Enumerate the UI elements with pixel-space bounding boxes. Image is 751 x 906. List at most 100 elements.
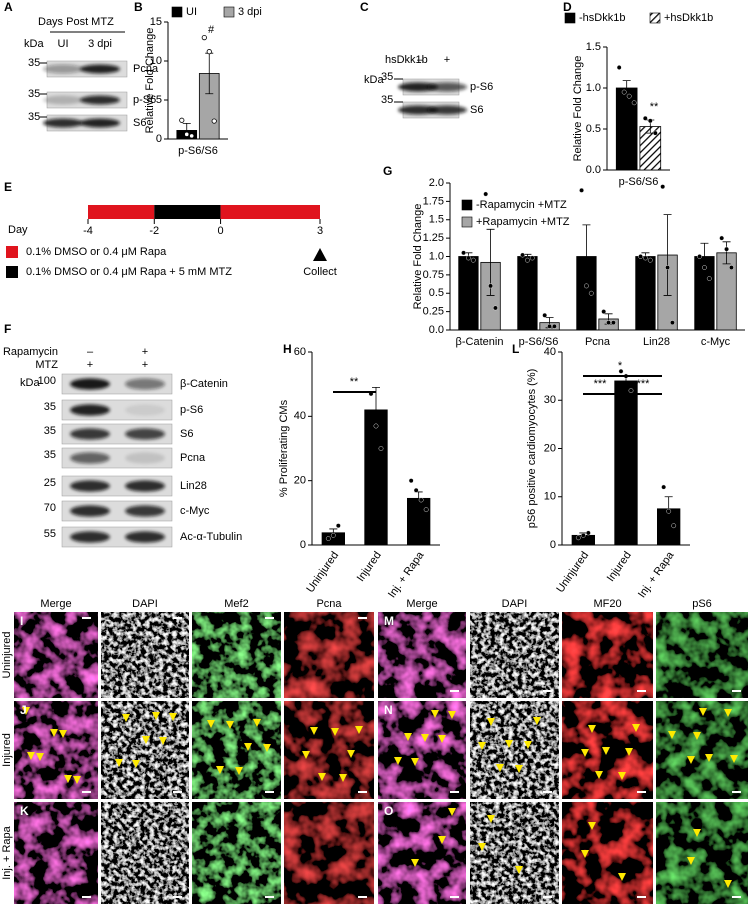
arrowhead — [618, 873, 626, 881]
scale-bar — [173, 791, 182, 793]
arrowhead — [411, 859, 419, 867]
data-point — [647, 257, 653, 263]
scale-bar — [637, 690, 646, 692]
panel-label: L — [512, 342, 519, 356]
arrowhead — [478, 843, 486, 851]
x-tick-label: p-S6/S6 — [178, 145, 218, 157]
data-point — [631, 100, 637, 106]
data-point — [626, 93, 632, 99]
legend-text: -hsDkk1b — [579, 12, 625, 24]
data-point — [579, 187, 584, 193]
panel-label: A — [4, 0, 13, 14]
scale-bar — [543, 690, 552, 692]
arrowhead — [625, 748, 633, 756]
day-tick-label: -4 — [83, 225, 93, 237]
error-bar — [664, 496, 673, 522]
panel-label: C — [360, 0, 369, 14]
protein-label: p-S6 — [133, 94, 156, 106]
column-header: Merge — [40, 598, 71, 610]
x-tick-label: β-Catenin — [456, 336, 504, 348]
arrowhead — [159, 737, 167, 745]
micrograph-signal — [562, 802, 653, 904]
y-tick-label: 1.25 — [423, 232, 444, 244]
arrowhead — [421, 734, 429, 742]
marker-label: 35 — [381, 71, 393, 83]
arrowhead — [581, 749, 589, 757]
scale-bar — [732, 791, 741, 793]
y-tick-label: 1.5 — [429, 214, 444, 226]
y-tick-label: 0.5 — [586, 123, 601, 135]
y-tick-label: 10 — [150, 55, 162, 67]
arrowhead — [724, 709, 732, 717]
micrograph-signal — [14, 612, 98, 698]
data-point — [666, 508, 672, 514]
error-bar — [722, 241, 731, 265]
blot-band — [125, 531, 165, 543]
data-point — [542, 312, 548, 318]
blot-band — [398, 105, 438, 115]
panel-label: J — [20, 703, 27, 717]
arrowhead — [595, 771, 603, 779]
data-point — [488, 283, 493, 289]
arrowhead — [347, 750, 355, 758]
arrowhead — [687, 756, 695, 764]
y-tick-label: 40 — [544, 346, 556, 358]
data-point — [621, 89, 627, 95]
scale-bar — [543, 791, 552, 793]
x-tick-label: p-S6/S6 — [519, 336, 559, 348]
arrowhead — [302, 751, 310, 759]
protein-label: S6 — [133, 117, 146, 129]
arrowhead — [693, 732, 701, 740]
micrograph-signal — [656, 612, 748, 698]
data-point — [706, 276, 712, 281]
blot-band — [70, 404, 110, 416]
data-point — [665, 265, 670, 270]
unit-label: kDa — [364, 74, 384, 86]
annotation: *** — [523, 310, 537, 322]
annotation: *** — [637, 378, 651, 390]
panel-label: N — [384, 703, 393, 717]
column-header: Pcna — [316, 598, 342, 610]
blot-title: Days Post MTZ — [38, 16, 114, 28]
micrograph-signal — [656, 802, 748, 904]
blot-band — [398, 82, 438, 92]
arrowhead — [169, 713, 177, 721]
scale-bar — [732, 690, 741, 692]
legend-swatch — [461, 199, 473, 211]
data-point — [584, 283, 589, 289]
data-point — [179, 117, 185, 123]
arrowhead — [668, 731, 676, 739]
arrowhead — [263, 744, 271, 752]
data-point — [552, 323, 557, 329]
data-point — [189, 133, 195, 139]
annotation: ** — [650, 101, 659, 113]
arrowhead — [724, 880, 732, 888]
y-tick-label: 2.0 — [429, 177, 444, 189]
data-point — [413, 487, 419, 493]
data-point — [325, 536, 331, 541]
protein-label: β-Catenin — [180, 378, 228, 390]
arrowhead — [244, 743, 252, 751]
row-label: Inj. + Rapa — [1, 825, 13, 879]
treatment-label: MTZ — [35, 359, 58, 371]
arrowhead — [253, 719, 261, 727]
annotation: * — [618, 360, 623, 372]
legend-text: +hsDkk1b — [664, 12, 713, 24]
data-point — [601, 309, 607, 315]
arrowhead — [394, 757, 402, 765]
scale-bar — [450, 690, 459, 692]
scale-bar — [358, 896, 367, 898]
y-tick-label: 20 — [544, 442, 556, 454]
micrograph-signal — [192, 802, 281, 904]
protein-label: Ac-α-Tubulin — [180, 531, 242, 543]
blot-band — [125, 505, 165, 517]
y-axis-label: % Proliferating CMs — [278, 399, 290, 497]
marker-label: 100 — [38, 375, 56, 387]
protein-label: c-Myc — [180, 505, 210, 517]
arrowhead — [533, 717, 541, 725]
row-label: Uninjured — [1, 631, 13, 678]
data-point — [618, 368, 624, 374]
blot-band — [70, 505, 110, 517]
data-point — [671, 523, 677, 529]
arrowhead — [478, 742, 486, 750]
